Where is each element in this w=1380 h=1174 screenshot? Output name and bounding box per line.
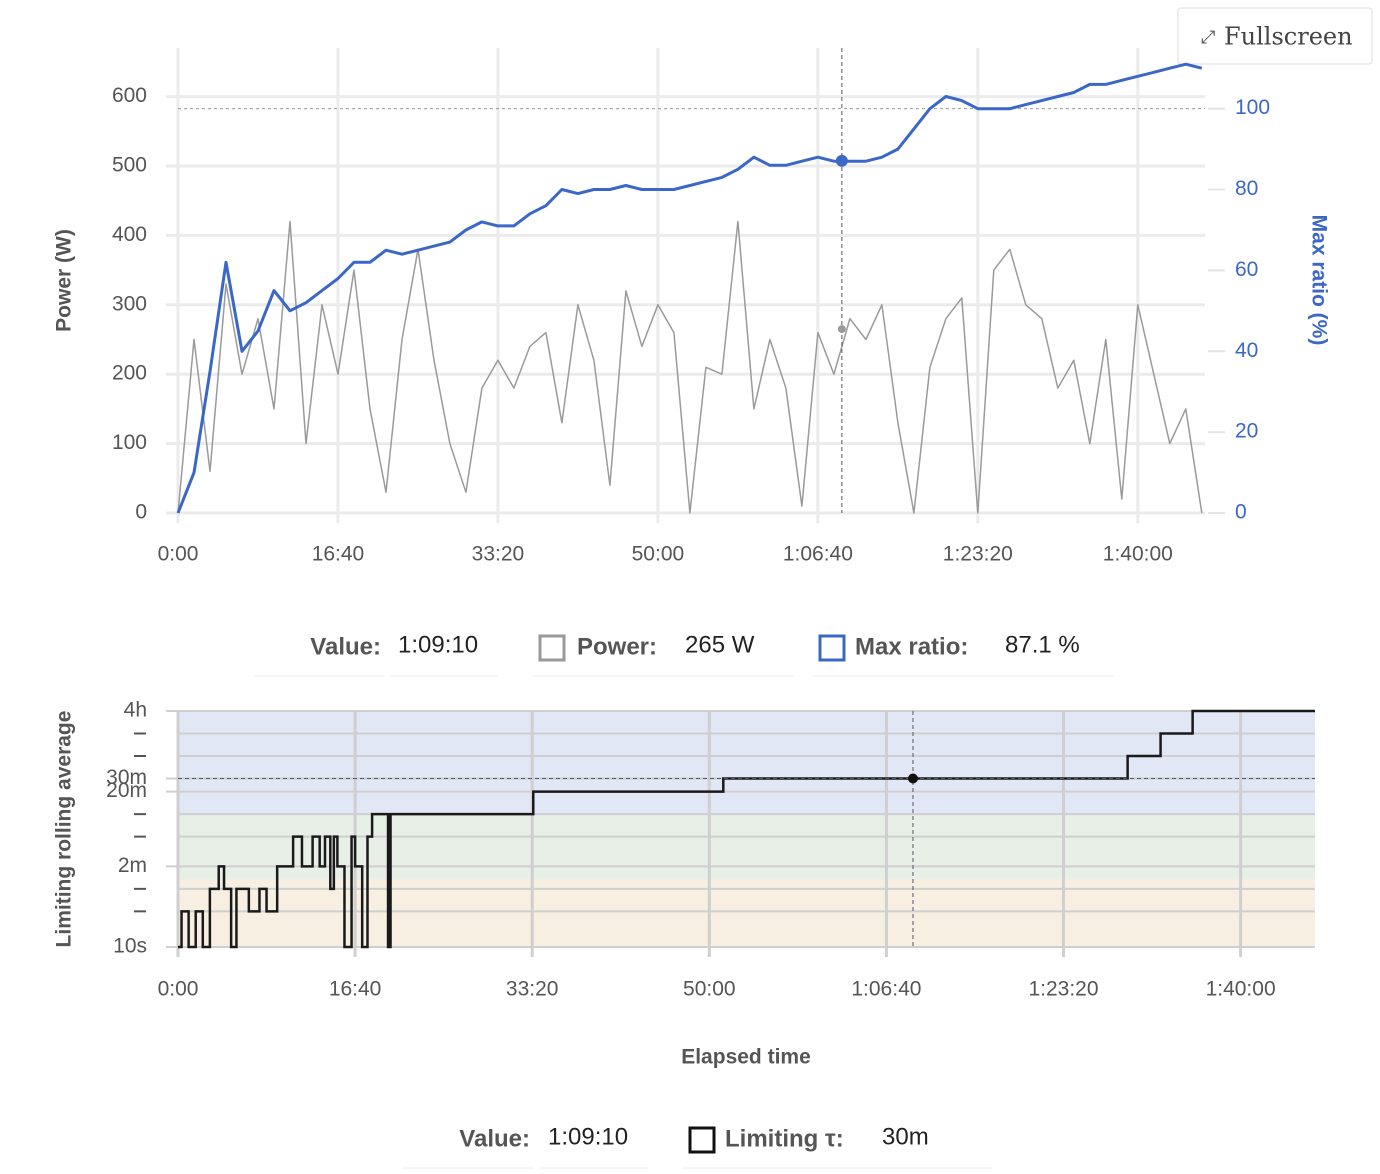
legend-swatch: [688, 1126, 716, 1154]
y-tick-label: 4h: [124, 699, 147, 722]
cursor-dot: [907, 773, 918, 784]
readout-label: Value:: [459, 1125, 530, 1152]
series-line: [177, 220, 1203, 514]
x-tick-label: 0:00: [158, 978, 199, 1001]
y-tick-label: 500: [112, 154, 147, 177]
y-tick-label: 0: [135, 501, 147, 524]
y-axis-label: Power (W): [53, 229, 76, 332]
x-tick-label: 1:40:00: [1206, 978, 1276, 1001]
y2-tick-label: 0: [1235, 501, 1247, 524]
x-tick-label: 33:20: [506, 978, 559, 1001]
x-tick-label: 50:00: [632, 543, 685, 566]
y2-tick-label: 60: [1235, 258, 1258, 281]
readout-series-value: 265 W: [685, 631, 755, 658]
series-line: [176, 62, 1203, 514]
x-tick-label: 1:23:20: [1028, 978, 1098, 1001]
legend-name: Limiting τ:: [725, 1125, 844, 1152]
legend-swatch: [538, 634, 566, 662]
y-tick-label: 100: [112, 431, 147, 454]
fullscreen-icon: ⤢: [1201, 27, 1216, 47]
band: [178, 814, 1315, 880]
readout-series-value: 87.1 %: [1005, 631, 1080, 658]
fullscreen-label[interactable]: Fullscreen: [1224, 23, 1353, 51]
x-tick-label: 1:06:40: [783, 543, 853, 566]
x-axis-label: Elapsed time: [681, 1046, 811, 1069]
y-tick-label: 30m: [106, 766, 147, 789]
y2-tick-label: 80: [1235, 177, 1258, 200]
x-tick-label: 0:00: [158, 543, 199, 566]
cursor-dot: [837, 325, 846, 334]
x-tick-label: 33:20: [472, 543, 525, 566]
y-tick-label: 2m: [118, 854, 147, 877]
y-tick-label: 20m: [106, 779, 147, 802]
readout-series-value: 30m: [882, 1123, 929, 1150]
band: [178, 711, 1315, 815]
legend-name: Max ratio:: [855, 633, 968, 660]
x-tick-label: 1:06:40: [851, 978, 921, 1001]
y-tick-label: 600: [112, 84, 147, 107]
y2-axis-label: Max ratio (%): [1307, 215, 1330, 346]
x-tick-label: 16:40: [312, 543, 365, 566]
legend-name: Power:: [577, 633, 657, 660]
y2-tick-label: 20: [1235, 420, 1258, 443]
y-tick-label: 200: [112, 362, 147, 385]
readout-label: Value:: [310, 633, 381, 660]
readout-value: 1:09:10: [398, 631, 478, 658]
y2-tick-label: 40: [1235, 339, 1258, 362]
x-tick-label: 1:40:00: [1103, 543, 1173, 566]
x-tick-label: 1:23:20: [943, 543, 1013, 566]
y-tick-label: 400: [112, 223, 147, 246]
legend-swatch: [818, 634, 846, 662]
readout-value: 1:09:10: [548, 1123, 628, 1150]
cursor-dot: [835, 154, 848, 167]
y-axis-label: Limiting rolling average: [53, 711, 76, 948]
x-tick-label: 50:00: [683, 978, 736, 1001]
y-tick-label: 10s: [113, 935, 147, 958]
y2-tick-label: 100: [1235, 96, 1270, 119]
fullscreen-button[interactable]: [1177, 7, 1373, 65]
x-tick-label: 16:40: [329, 978, 382, 1001]
step-line: [178, 709, 1315, 949]
y-tick-label: 300: [112, 292, 147, 315]
